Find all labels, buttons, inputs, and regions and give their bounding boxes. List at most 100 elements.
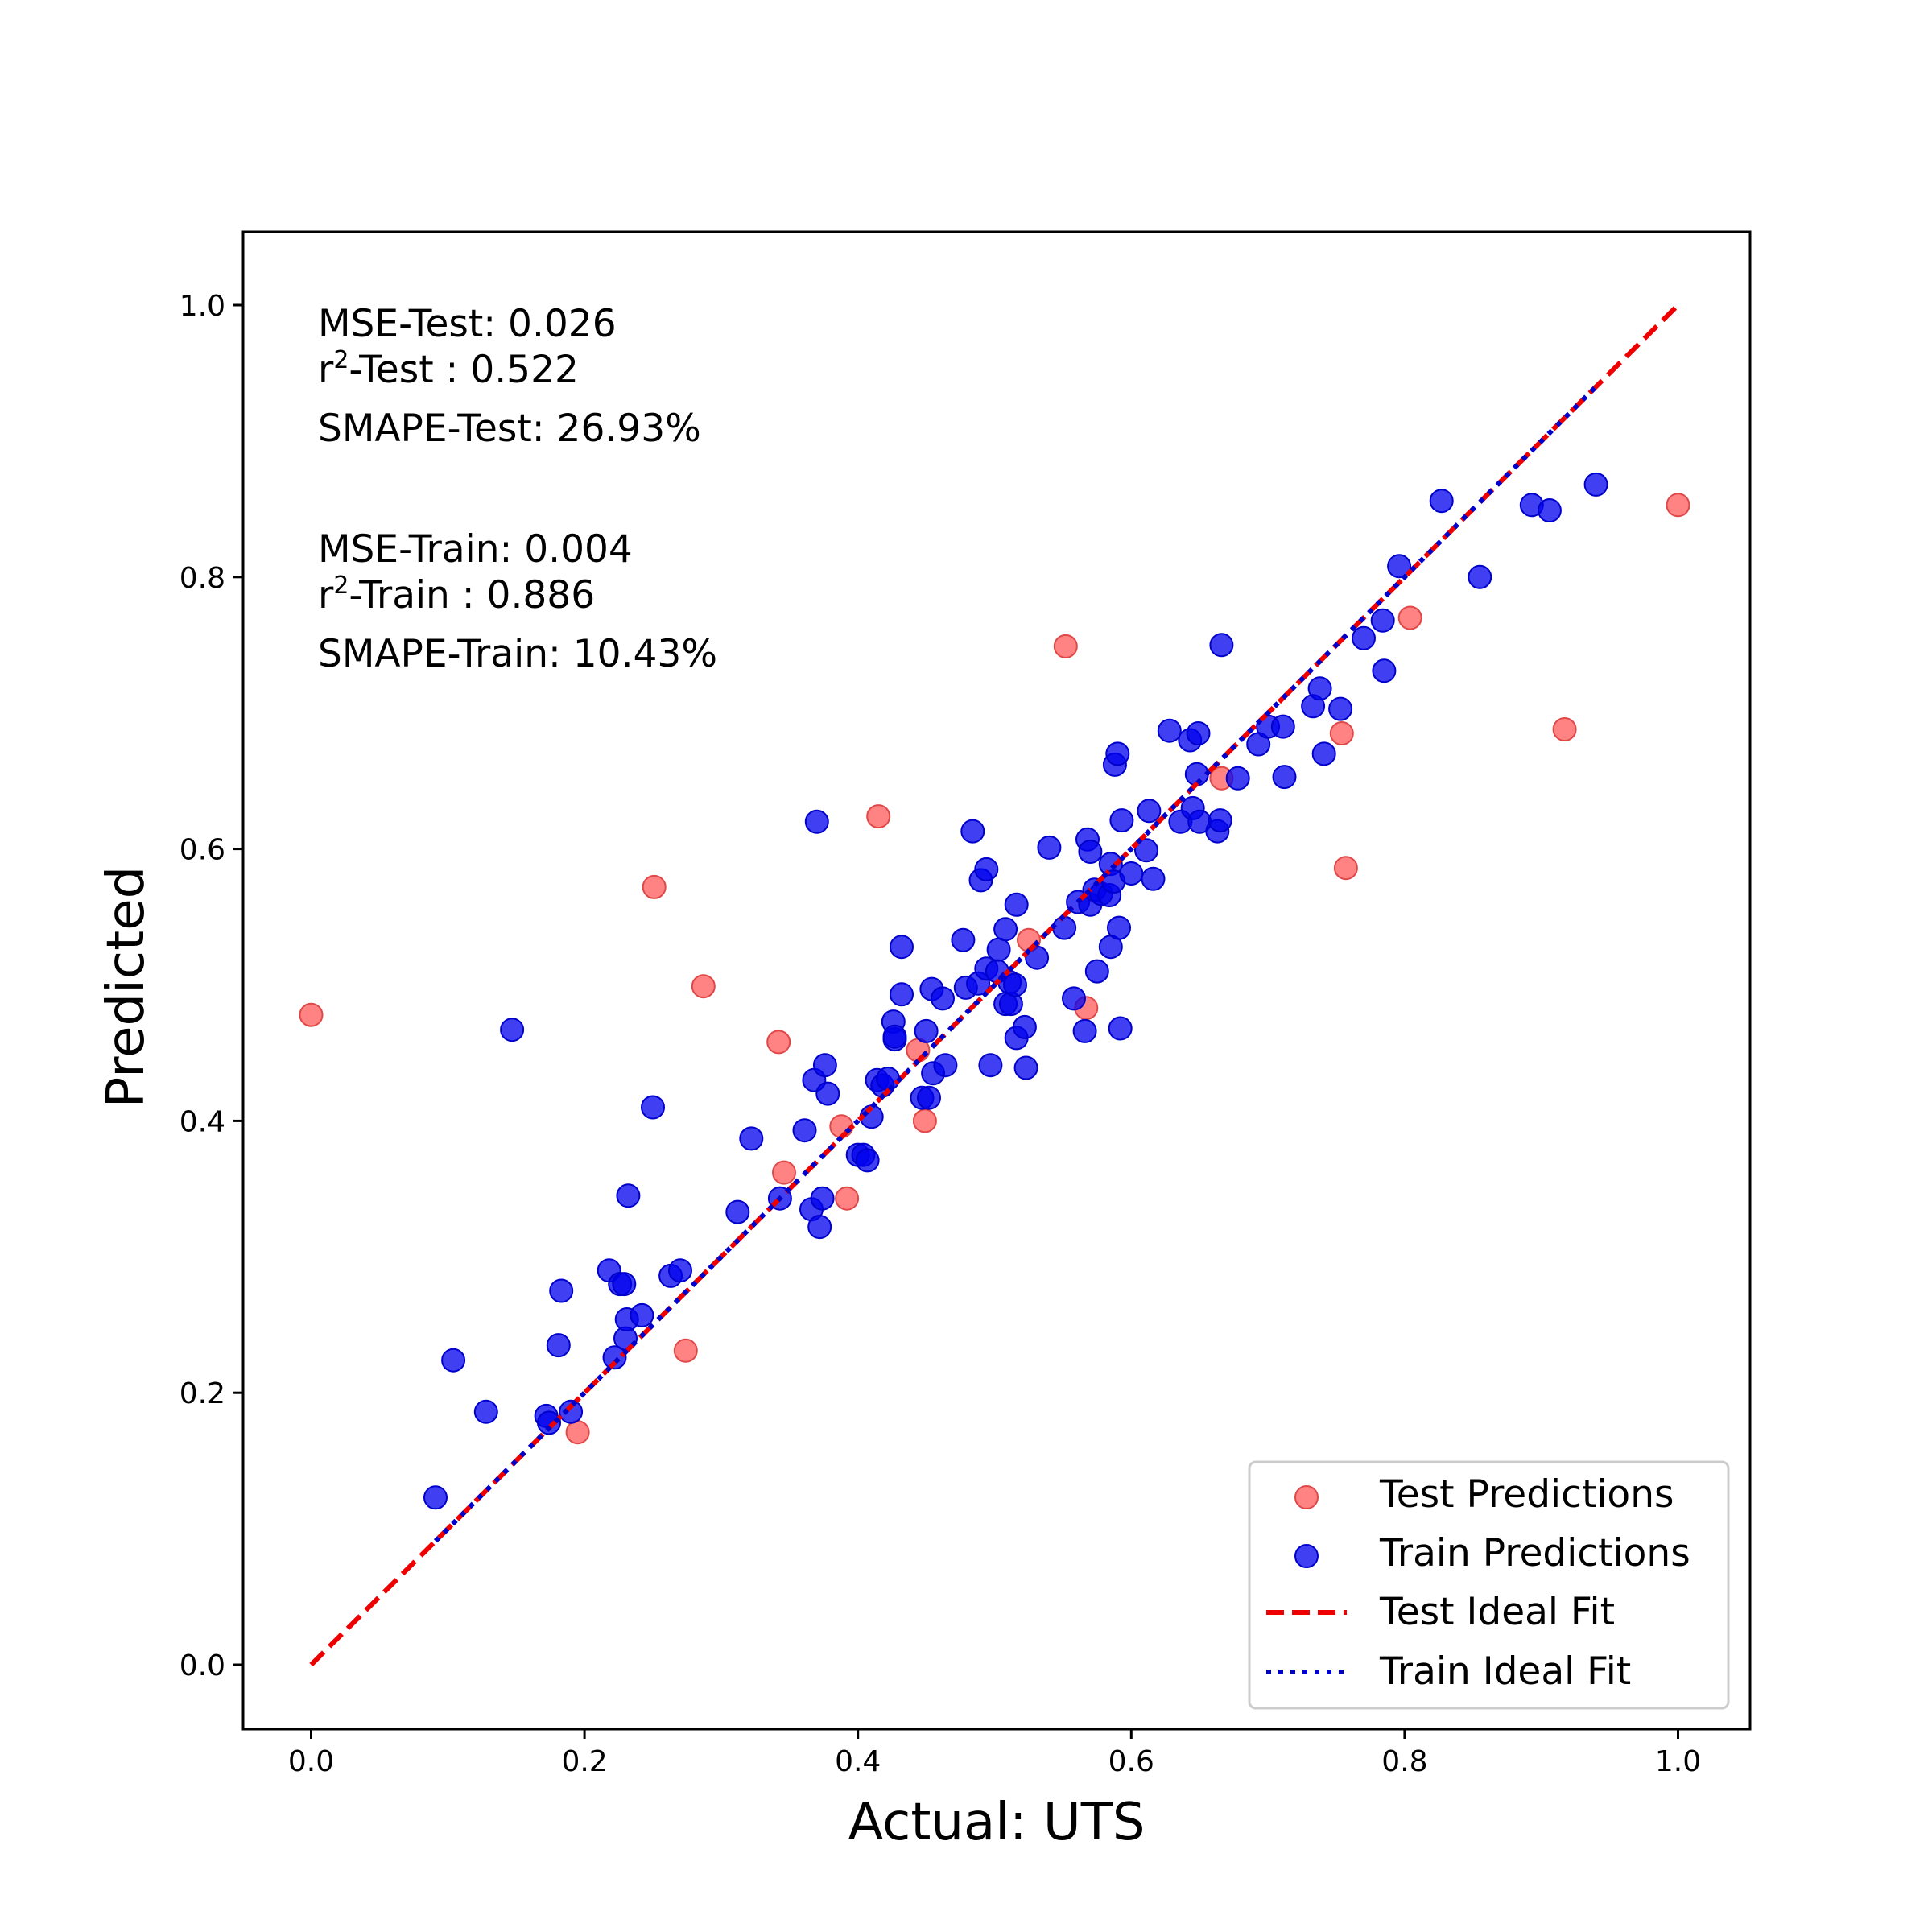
x-tick-label: 0.0 [288, 1745, 334, 1778]
points-layer [299, 472, 1690, 1510]
train-point [1352, 625, 1376, 650]
train-point [1272, 765, 1297, 790]
train-point [1186, 721, 1211, 745]
legend-train-fit-label: Train Ideal Fit [1379, 1649, 1631, 1694]
train-point [1072, 1018, 1097, 1043]
train-point [1108, 1016, 1133, 1041]
train-point [807, 1215, 832, 1240]
mse-test-text: MSE-Test: 0.026 [318, 302, 617, 346]
train-point [616, 1183, 641, 1208]
smape-test-text: SMAPE-Test: 26.93% [318, 407, 701, 451]
train-point [1052, 915, 1077, 940]
legend-test-marker [1294, 1485, 1319, 1509]
r2-test-text: r2-Test : 0.522 [318, 346, 579, 392]
train-point [1225, 766, 1250, 791]
train-point [986, 937, 1011, 962]
train-point [1025, 945, 1050, 970]
test-point [1053, 634, 1078, 658]
train-point [960, 819, 985, 844]
x-tick-label: 0.6 [1108, 1745, 1154, 1778]
train-point [1387, 554, 1412, 579]
train-point [641, 1095, 665, 1120]
train-point [1012, 1014, 1037, 1039]
x-tick-label: 0.4 [835, 1745, 881, 1778]
y-tick-label: 0.2 [180, 1377, 225, 1410]
train-point [441, 1348, 466, 1373]
train-point [668, 1258, 692, 1283]
train-point [612, 1272, 637, 1297]
train-point [1109, 808, 1134, 833]
train-point [1078, 840, 1103, 864]
train-point [546, 1333, 571, 1358]
train-point [602, 1345, 627, 1370]
train-point [914, 1018, 939, 1043]
train-point [1157, 718, 1182, 743]
y-axis-ticks: 0.0 0.2 0.4 0.6 0.8 1.0 [180, 290, 243, 1682]
stats-annotation: MSE-Test: 0.026 r2-Test : 0.522 SMAPE-Te… [318, 302, 717, 676]
test-point [772, 1160, 796, 1185]
test-point [1552, 717, 1577, 741]
test-point [1666, 493, 1690, 518]
train-point [1084, 959, 1109, 984]
train-point [792, 1118, 817, 1143]
train-point [1468, 564, 1492, 589]
test-point [1329, 721, 1354, 745]
x-tick-label: 1.0 [1655, 1745, 1701, 1778]
test-point [565, 1420, 590, 1445]
y-tick-label: 0.0 [180, 1649, 225, 1682]
train-point [1062, 986, 1086, 1011]
train-point [917, 1085, 941, 1110]
train-point [810, 1186, 835, 1211]
train-point [1105, 741, 1130, 766]
train-point [812, 1053, 837, 1078]
smape-train-text: SMAPE-Train: 10.43% [318, 632, 717, 676]
y-tick-label: 0.8 [180, 562, 225, 595]
train-point [1141, 866, 1166, 891]
train-point [933, 1053, 958, 1078]
train-point [537, 1410, 561, 1435]
train-point [876, 1067, 901, 1091]
test-point [1397, 605, 1422, 630]
ideal-fit-lines [309, 303, 1680, 1667]
train-point [974, 857, 999, 881]
train-point [630, 1302, 654, 1327]
train-point [559, 1399, 584, 1424]
train-point [1583, 472, 1608, 497]
train-point [804, 809, 829, 834]
x-axis-ticks: 0.0 0.2 0.4 0.6 0.8 1.0 [288, 1729, 1701, 1778]
train-point [951, 927, 976, 952]
test-point [691, 974, 716, 999]
train-point [1119, 861, 1144, 886]
train-point [1311, 741, 1336, 766]
x-tick-label: 0.2 [561, 1745, 607, 1778]
test-point [299, 1002, 324, 1027]
train-point [855, 1148, 880, 1173]
train-point [549, 1278, 574, 1303]
train-point [1037, 835, 1062, 860]
train-point [1209, 633, 1234, 658]
y-tick-label: 0.6 [180, 834, 225, 867]
test-point [912, 1108, 937, 1133]
x-axis-label: Actual: UTS [848, 1793, 1146, 1852]
test-point [866, 804, 891, 829]
mse-train-text: MSE-Train: 0.004 [318, 527, 633, 572]
test-point [673, 1338, 698, 1363]
legend-test-fit-label: Test Ideal Fit [1379, 1590, 1615, 1634]
train-point [1270, 714, 1295, 739]
train-point [1307, 676, 1332, 701]
test-point [642, 874, 667, 899]
train-point [1537, 498, 1562, 522]
legend: Test Predictions Train Predictions Test … [1248, 1460, 1730, 1710]
train-point [500, 1018, 525, 1042]
train-point [978, 1053, 1003, 1078]
train-point [725, 1199, 750, 1224]
train-point [1003, 972, 1027, 997]
train-point [1372, 658, 1397, 683]
train-point [1370, 608, 1395, 633]
test-point [1333, 856, 1358, 881]
y-tick-label: 1.0 [180, 290, 225, 323]
legend-box [1248, 1460, 1730, 1710]
train-point [815, 1081, 840, 1106]
train-point [739, 1126, 764, 1151]
